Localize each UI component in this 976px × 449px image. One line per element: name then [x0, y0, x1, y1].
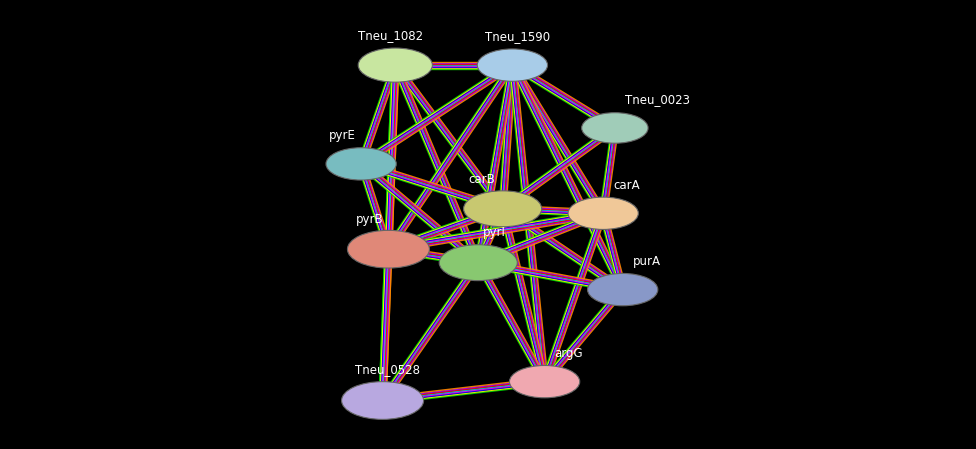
Circle shape: [347, 230, 429, 268]
Text: Tneu_1082: Tneu_1082: [358, 29, 423, 42]
Text: pyrB: pyrB: [356, 213, 384, 226]
Circle shape: [439, 245, 517, 281]
Circle shape: [358, 48, 432, 82]
Text: pyrI: pyrI: [483, 226, 506, 239]
Text: pyrE: pyrE: [329, 129, 356, 142]
Circle shape: [582, 113, 648, 143]
Circle shape: [509, 365, 580, 398]
Text: carB: carB: [468, 173, 495, 186]
Circle shape: [568, 197, 638, 229]
Circle shape: [342, 382, 424, 419]
Text: carA: carA: [613, 179, 639, 192]
Circle shape: [326, 148, 396, 180]
Circle shape: [588, 273, 658, 306]
Text: argG: argG: [554, 347, 583, 360]
Circle shape: [464, 191, 542, 227]
Text: purA: purA: [632, 255, 661, 268]
Circle shape: [477, 49, 548, 81]
Text: Tneu_0023: Tneu_0023: [625, 93, 690, 106]
Text: Tneu_1590: Tneu_1590: [485, 30, 549, 43]
Text: Tneu_0528: Tneu_0528: [355, 363, 420, 376]
